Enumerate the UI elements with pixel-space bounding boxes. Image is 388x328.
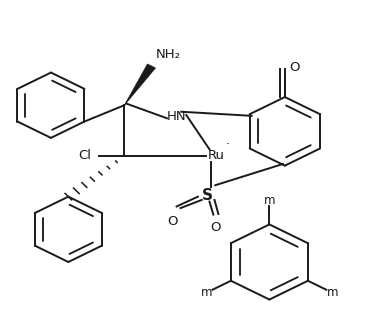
Text: m: m	[327, 286, 338, 299]
Text: O: O	[289, 61, 300, 74]
Text: m: m	[201, 286, 212, 299]
Polygon shape	[125, 64, 156, 105]
Text: NH₂: NH₂	[155, 48, 180, 61]
Text: S: S	[202, 188, 213, 202]
Text: O: O	[168, 215, 178, 228]
Text: O: O	[210, 221, 220, 234]
Text: HN: HN	[167, 110, 186, 123]
Text: Cl: Cl	[78, 149, 92, 162]
Text: m: m	[263, 194, 275, 207]
Text: Ru: Ru	[208, 149, 225, 162]
Text: ·: ·	[226, 138, 230, 151]
